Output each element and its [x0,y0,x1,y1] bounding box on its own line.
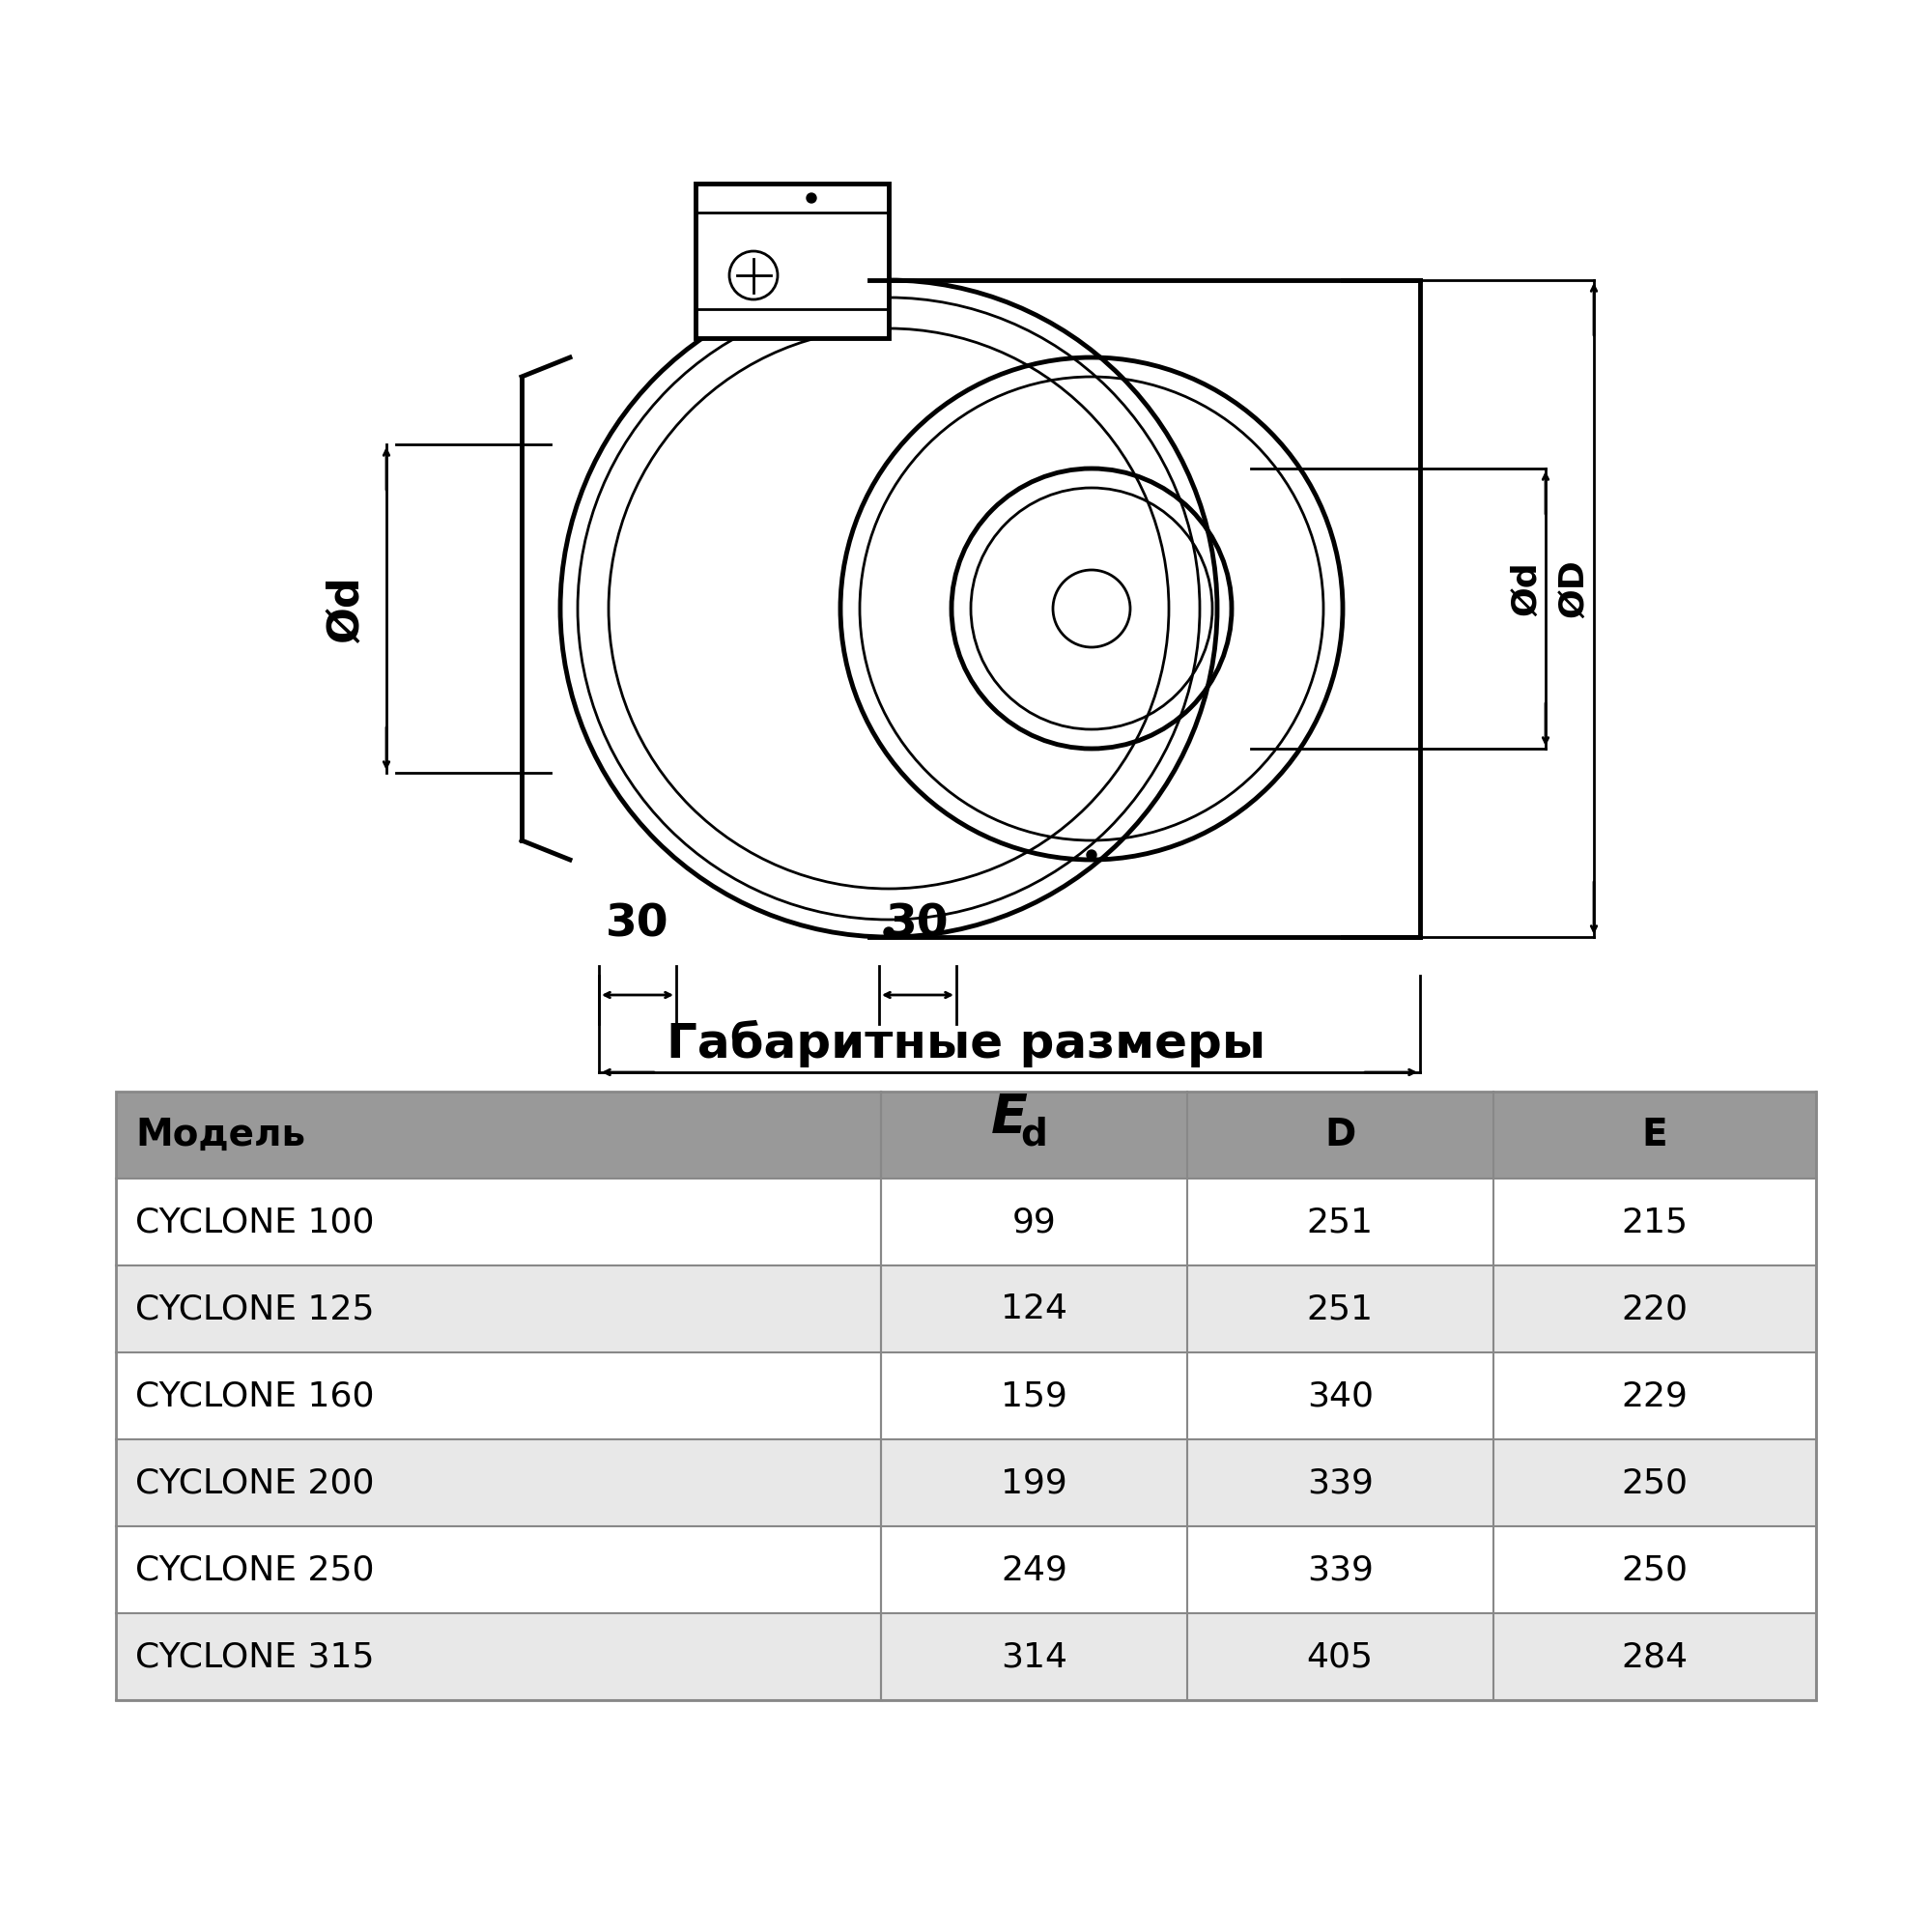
Text: 159: 159 [1001,1379,1066,1412]
Text: CYCLONE 100: CYCLONE 100 [135,1206,375,1238]
Text: ØD: ØD [1557,560,1592,618]
Text: 250: 250 [1621,1553,1689,1586]
Text: 30: 30 [887,904,949,947]
Bar [116,1092,1816,1700]
Text: E: E [991,1092,1028,1144]
Text: 284: 284 [1621,1640,1689,1673]
Text: 229: 229 [1621,1379,1689,1412]
Bar [116,1265,1816,1352]
Text: CYCLONE 200: CYCLONE 200 [135,1466,375,1499]
Text: 314: 314 [1001,1640,1066,1673]
Text: Ød: Ød [325,576,367,641]
Circle shape [808,193,815,203]
Bar [116,1439,1816,1526]
Bar [116,1526,1816,1613]
Text: 99: 99 [1012,1206,1057,1238]
Text: CYCLONE 160: CYCLONE 160 [135,1379,375,1412]
Text: 405: 405 [1306,1640,1374,1673]
Text: CYCLONE 250: CYCLONE 250 [135,1553,375,1586]
Bar [116,1092,1816,1179]
Circle shape [1086,850,1097,860]
Bar [696,184,889,338]
Text: 250: 250 [1621,1466,1689,1499]
Text: 215: 215 [1621,1206,1689,1238]
Text: d: d [1020,1117,1047,1153]
Text: 199: 199 [1001,1466,1066,1499]
Bar [116,1613,1816,1700]
Text: 251: 251 [1306,1206,1374,1238]
Text: 124: 124 [1001,1293,1066,1325]
Circle shape [885,927,893,937]
Text: 249: 249 [1001,1553,1066,1586]
Text: 30: 30 [607,904,668,947]
Text: CYCLONE 315: CYCLONE 315 [135,1640,375,1673]
Text: Ød: Ød [1511,562,1542,616]
Bar [116,1179,1816,1265]
Text: 220: 220 [1621,1293,1689,1325]
Text: Габаритные размеры: Габаритные размеры [667,1020,1265,1066]
Text: 340: 340 [1306,1379,1374,1412]
Text: 339: 339 [1306,1466,1374,1499]
Text: E: E [1642,1117,1667,1153]
Text: 339: 339 [1306,1553,1374,1586]
Text: CYCLONE 125: CYCLONE 125 [135,1293,375,1325]
Text: 251: 251 [1306,1293,1374,1325]
Bar [116,1352,1816,1439]
Text: D: D [1325,1117,1356,1153]
Text: Модель: Модель [135,1117,305,1153]
